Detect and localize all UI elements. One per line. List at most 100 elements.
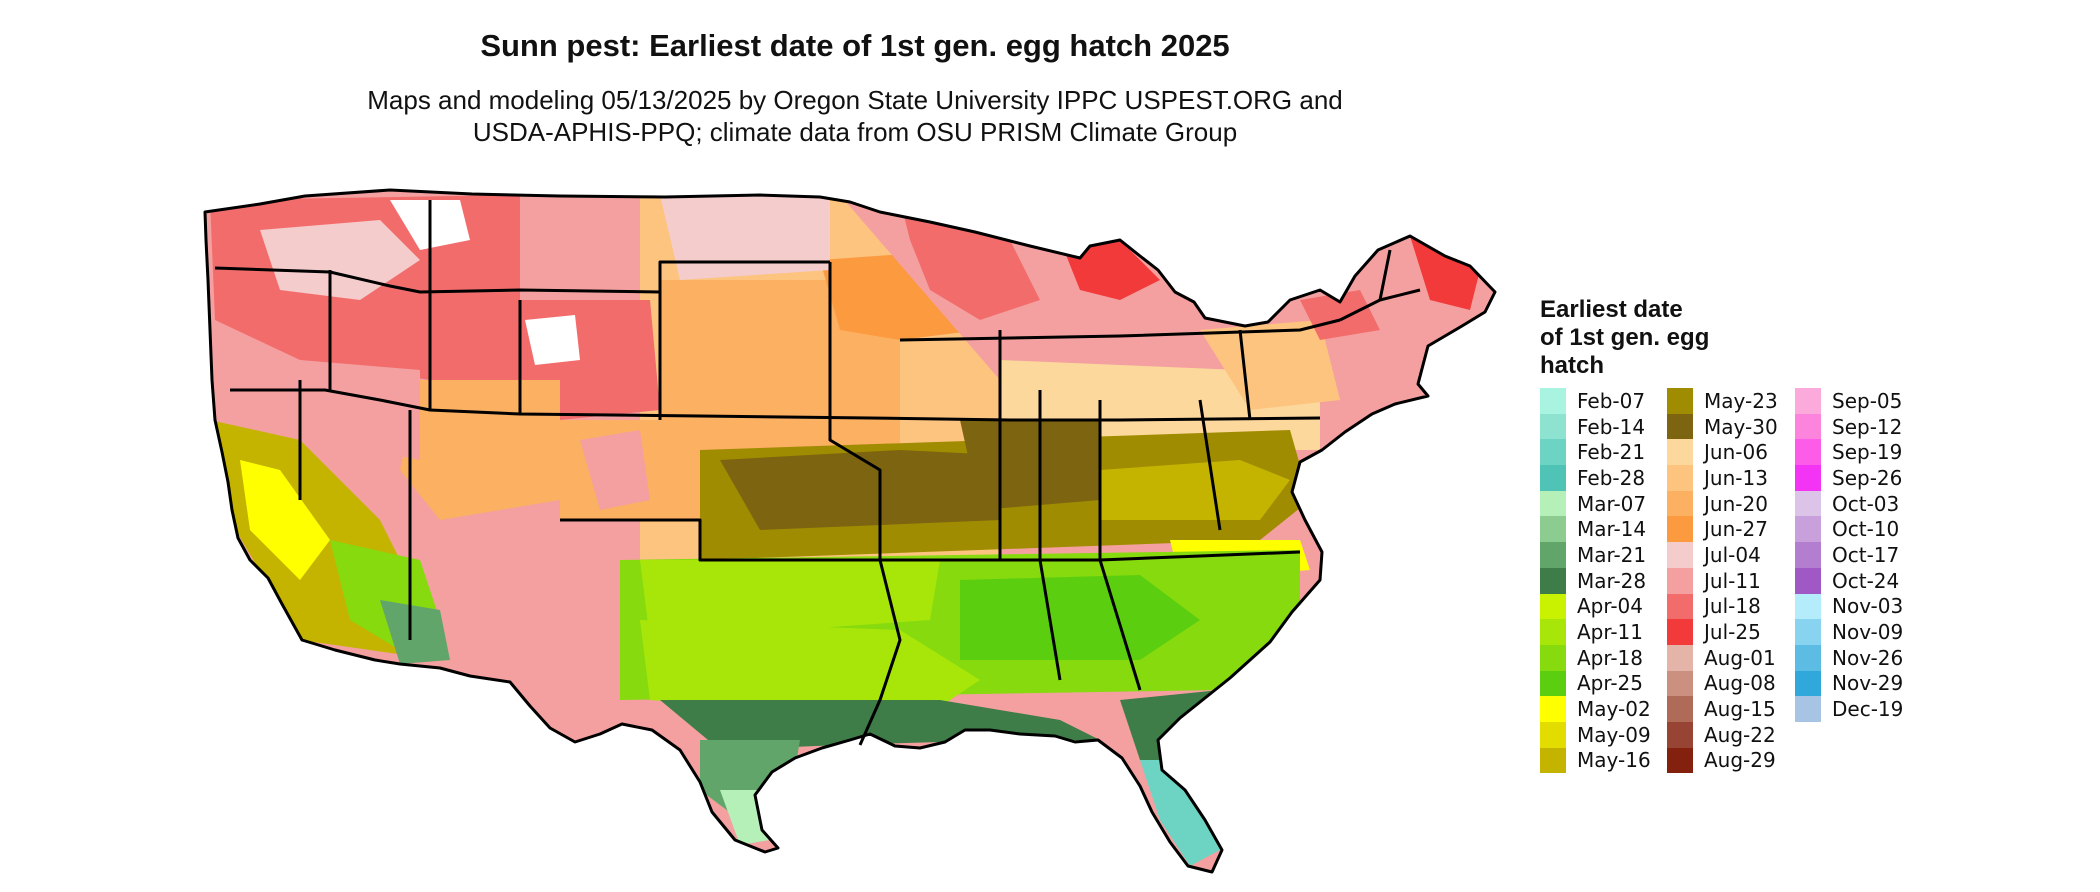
legend-swatch <box>1667 465 1693 491</box>
legend-label: Oct-24 <box>1832 568 1900 593</box>
legend-swatch <box>1540 644 1566 671</box>
legend-swatch <box>1667 516 1693 543</box>
legend-swatch <box>1795 413 1821 440</box>
legend-item: Apr-25 <box>1540 670 1651 697</box>
legend-item: Feb-28 <box>1540 465 1651 491</box>
legend-label: Jun-06 <box>1704 440 1768 465</box>
legend-item: Jul-11 <box>1667 567 1778 594</box>
legend-label: Jun-13 <box>1704 465 1768 490</box>
legend-label: Feb-07 <box>1577 388 1646 413</box>
legend-item: Feb-21 <box>1540 439 1651 466</box>
legend-swatch <box>1540 696 1566 722</box>
legend-label: Feb-14 <box>1577 414 1646 439</box>
legend-swatch <box>1540 593 1566 620</box>
legend-item: Aug-01 <box>1667 644 1778 671</box>
subtitle-line-1: Maps and modeling 05/13/2025 by Oregon S… <box>367 85 1343 115</box>
legend-label: Mar-14 <box>1577 517 1647 542</box>
legend-label: May-09 <box>1577 722 1651 747</box>
legend-swatch <box>1795 567 1821 594</box>
legend-item: Feb-07 <box>1540 388 1651 414</box>
legend-item: Apr-11 <box>1540 619 1651 645</box>
legend-item: Oct-17 <box>1795 542 1903 568</box>
legend-label: Jun-27 <box>1704 517 1768 542</box>
legend-item: Aug-29 <box>1667 747 1778 774</box>
legend-column: Sep-05 Sep-12 Sep-19 Sep-26 Oct-03 Oct-10 Oct-… <box>1795 388 1903 722</box>
legend-swatch <box>1540 516 1566 543</box>
legend-label: Apr-25 <box>1577 671 1643 696</box>
legend-item: Jul-25 <box>1667 619 1778 645</box>
legend-swatch <box>1540 747 1566 774</box>
legend-label: Jul-18 <box>1704 594 1761 619</box>
legend-label: Jul-25 <box>1704 620 1761 645</box>
legend-item: Oct-24 <box>1795 567 1903 594</box>
border-ga <box>1098 400 1142 691</box>
legend-label: Sep-26 <box>1832 465 1903 490</box>
legend-swatch <box>1667 747 1693 774</box>
legend-item: Mar-14 <box>1540 516 1651 543</box>
legend-label: Jul-11 <box>1704 568 1761 593</box>
border-midwest <box>899 318 1341 342</box>
legend-item: Oct-03 <box>1795 490 1903 517</box>
legend-label: Nov-29 <box>1832 671 1904 696</box>
legend-swatch <box>1667 721 1693 748</box>
legend-swatch <box>1795 439 1821 466</box>
legend-swatch <box>1540 567 1566 594</box>
legend-swatch <box>1540 670 1566 697</box>
legend-swatch <box>1667 388 1693 414</box>
legend-item: May-30 <box>1667 413 1778 440</box>
subtitle-line-2: USDA-APHIS-PPQ; climate data from OSU PR… <box>472 117 1238 147</box>
legend-item: May-16 <box>1540 747 1651 774</box>
border-pa <box>1238 329 1252 421</box>
legend-item: Sep-19 <box>1795 439 1903 466</box>
legend-label: Nov-09 <box>1832 620 1904 645</box>
border-tx-ok <box>560 518 880 562</box>
legend-label: May-02 <box>1577 697 1651 722</box>
legend-swatch <box>1795 490 1821 517</box>
legend-swatch <box>1540 490 1566 517</box>
map-subtitle: Maps and modeling 05/13/2025 by Oregon S… <box>0 84 1710 148</box>
legend-item: Oct-10 <box>1795 516 1903 543</box>
state-borders <box>203 188 1497 874</box>
legend-swatch <box>1667 670 1693 697</box>
legend-swatch <box>1540 413 1566 440</box>
legend-swatch <box>1540 465 1566 491</box>
legend-swatch <box>1667 542 1693 568</box>
legend-label: Mar-28 <box>1577 568 1647 593</box>
legend-item: Feb-14 <box>1540 413 1651 440</box>
border-vt <box>1378 249 1392 301</box>
legend-label: Nov-03 <box>1832 594 1904 619</box>
legend-label: Apr-18 <box>1577 645 1643 670</box>
legend-swatch <box>1795 465 1821 491</box>
legend-item: Aug-08 <box>1667 670 1778 697</box>
legend-item: Jul-18 <box>1667 593 1778 620</box>
legend-swatch <box>1795 619 1821 645</box>
legend-label: Dec-19 <box>1832 697 1904 722</box>
legend-label: Feb-21 <box>1577 440 1646 465</box>
legend-title-line-1: Earliest date <box>1540 296 1683 323</box>
legend-label: Sep-05 <box>1832 388 1903 413</box>
legend-item: Sep-26 <box>1795 465 1903 491</box>
legend-label: Mar-21 <box>1577 542 1647 567</box>
legend-label: May-30 <box>1704 414 1778 439</box>
legend-swatch <box>1540 619 1566 645</box>
legend-item: Jun-13 <box>1667 465 1778 491</box>
legend-swatch <box>1540 439 1566 466</box>
legend-item: Nov-26 <box>1795 644 1903 671</box>
border-wv <box>1198 399 1222 531</box>
legend-item: Mar-07 <box>1540 490 1651 517</box>
hatch-date-raster <box>205 190 1495 872</box>
border-tx-la <box>858 559 902 746</box>
legend-swatch <box>1540 542 1566 568</box>
legend-item: Sep-05 <box>1795 388 1903 414</box>
legend-title-line-3: hatch <box>1540 352 1605 379</box>
legend-label: Apr-11 <box>1577 620 1643 645</box>
legend-label: Aug-22 <box>1704 722 1776 747</box>
legend-title: Earliest date of 1st gen. egg hatch <box>1540 296 1709 380</box>
legend-swatch <box>1795 644 1821 671</box>
legend-item: Jun-06 <box>1667 439 1778 466</box>
legend-label: Feb-28 <box>1577 465 1646 490</box>
legend-item: Jul-04 <box>1667 542 1778 568</box>
legend-item: Apr-04 <box>1540 593 1651 620</box>
border-plains <box>828 262 882 560</box>
legend-item: Dec-19 <box>1795 696 1903 722</box>
